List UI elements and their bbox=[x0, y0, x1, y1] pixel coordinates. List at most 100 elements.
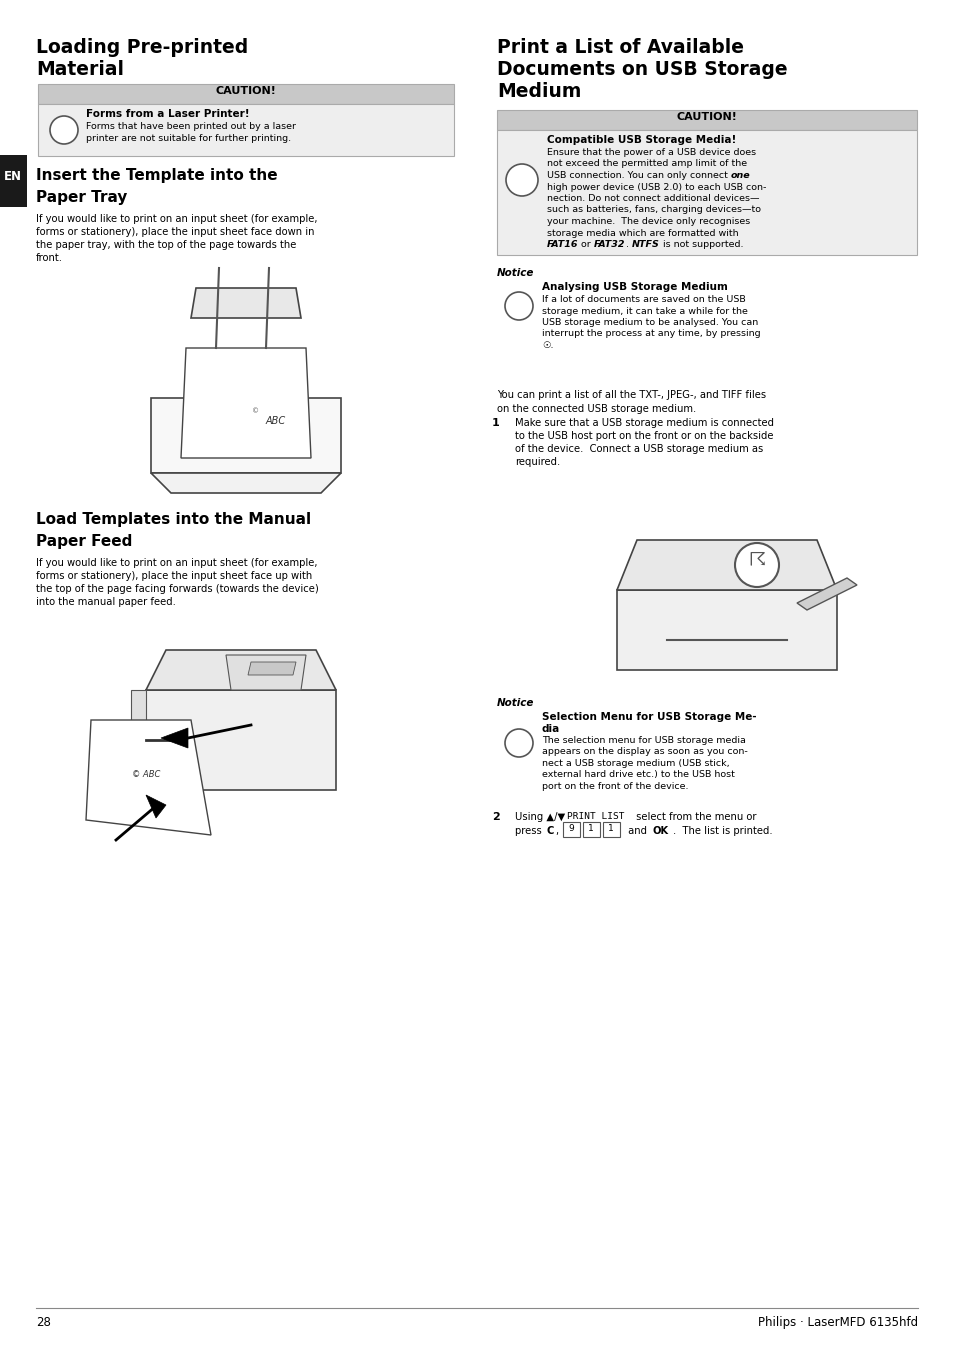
Text: 1: 1 bbox=[607, 824, 613, 833]
Bar bbox=[0, 155, 27, 207]
Text: forms or stationery), place the input sheet face down in: forms or stationery), place the input sh… bbox=[36, 227, 314, 238]
Polygon shape bbox=[248, 662, 295, 675]
Text: PRINT LIST: PRINT LIST bbox=[566, 811, 624, 821]
Text: front.: front. bbox=[36, 252, 63, 263]
Text: nection. Do not connect additional devices—: nection. Do not connect additional devic… bbox=[546, 194, 759, 202]
Polygon shape bbox=[151, 472, 340, 493]
Bar bbox=[497, 130, 916, 255]
Text: 1: 1 bbox=[492, 418, 499, 428]
Text: Loading Pre-printed: Loading Pre-printed bbox=[36, 38, 248, 57]
Text: Notice: Notice bbox=[497, 269, 534, 278]
Text: USB connection. You can only connect: USB connection. You can only connect bbox=[546, 171, 730, 180]
Text: ☈: ☈ bbox=[747, 549, 765, 568]
Text: You can print a list of all the TXT-, JPEG-, and TIFF files: You can print a list of all the TXT-, JP… bbox=[497, 390, 765, 400]
Text: Forms that have been printed out by a laser: Forms that have been printed out by a la… bbox=[86, 122, 295, 131]
Text: ©: © bbox=[253, 408, 259, 414]
Bar bbox=[38, 104, 454, 157]
Text: FAT16: FAT16 bbox=[546, 240, 578, 248]
Text: © ABC: © ABC bbox=[132, 769, 160, 779]
Text: to the USB host port on the front or on the backside: to the USB host port on the front or on … bbox=[515, 431, 773, 441]
Polygon shape bbox=[131, 690, 146, 790]
Text: and: and bbox=[624, 826, 649, 836]
Text: 9: 9 bbox=[568, 824, 574, 833]
Text: dia: dia bbox=[541, 724, 559, 734]
Text: Forms from a Laser Printer!: Forms from a Laser Printer! bbox=[86, 109, 250, 119]
Text: CAUTION!: CAUTION! bbox=[215, 86, 276, 96]
Polygon shape bbox=[86, 720, 211, 836]
Polygon shape bbox=[796, 578, 856, 610]
Text: storage medium, it can take a while for the: storage medium, it can take a while for … bbox=[541, 306, 747, 316]
Text: C: C bbox=[546, 826, 554, 836]
Polygon shape bbox=[146, 690, 335, 790]
Text: CAUTION!: CAUTION! bbox=[676, 112, 737, 122]
Text: .  The list is printed.: . The list is printed. bbox=[672, 826, 772, 836]
Text: forms or stationery), place the input sheet face up with: forms or stationery), place the input sh… bbox=[36, 571, 312, 580]
Text: such as batteries, fans, charging devices—to: such as batteries, fans, charging device… bbox=[546, 205, 760, 215]
Text: 1: 1 bbox=[587, 824, 594, 833]
Text: not exceed the permitted amp limit of the: not exceed the permitted amp limit of th… bbox=[546, 159, 746, 169]
Text: Insert the Template into the: Insert the Template into the bbox=[36, 167, 277, 184]
Text: required.: required. bbox=[515, 458, 559, 467]
Circle shape bbox=[50, 116, 78, 144]
Text: Paper Tray: Paper Tray bbox=[36, 190, 128, 205]
Text: one: one bbox=[730, 171, 750, 180]
Text: ,: , bbox=[555, 826, 558, 836]
Text: !: ! bbox=[61, 123, 67, 136]
Text: is not supported.: is not supported. bbox=[659, 240, 742, 248]
Polygon shape bbox=[146, 795, 166, 818]
Text: port on the front of the device.: port on the front of the device. bbox=[541, 782, 688, 791]
Text: .: . bbox=[625, 240, 631, 248]
Text: If you would like to print on an input sheet (for example,: If you would like to print on an input s… bbox=[36, 558, 317, 568]
Text: into the manual paper feed.: into the manual paper feed. bbox=[36, 597, 175, 608]
Text: Make sure that a USB storage medium is connected: Make sure that a USB storage medium is c… bbox=[515, 418, 773, 428]
Polygon shape bbox=[617, 590, 836, 670]
Bar bbox=[497, 109, 916, 130]
Text: NTFS: NTFS bbox=[631, 240, 659, 248]
Text: i: i bbox=[517, 296, 521, 310]
Text: Print a List of Available: Print a List of Available bbox=[497, 38, 743, 57]
Text: If you would like to print on an input sheet (for example,: If you would like to print on an input s… bbox=[36, 215, 317, 224]
Text: of the device.  Connect a USB storage medium as: of the device. Connect a USB storage med… bbox=[515, 444, 762, 454]
Text: Analysing USB Storage Medium: Analysing USB Storage Medium bbox=[541, 282, 727, 292]
Polygon shape bbox=[226, 655, 306, 690]
Text: FAT32: FAT32 bbox=[594, 240, 625, 248]
Polygon shape bbox=[181, 348, 311, 458]
Bar bbox=[38, 84, 454, 104]
Text: USB storage medium to be analysed. You can: USB storage medium to be analysed. You c… bbox=[541, 319, 758, 327]
Text: !: ! bbox=[518, 170, 525, 185]
Text: i: i bbox=[517, 733, 521, 747]
Polygon shape bbox=[146, 649, 335, 690]
Text: Ensure that the power of a USB device does: Ensure that the power of a USB device do… bbox=[546, 148, 756, 157]
Bar bbox=[562, 822, 579, 837]
Text: or: or bbox=[578, 240, 594, 248]
Circle shape bbox=[505, 163, 537, 196]
Text: nect a USB storage medium (USB stick,: nect a USB storage medium (USB stick, bbox=[541, 759, 729, 768]
Text: Compatible USB Storage Media!: Compatible USB Storage Media! bbox=[546, 135, 736, 144]
Text: ☉.: ☉. bbox=[541, 342, 553, 350]
Polygon shape bbox=[161, 728, 188, 748]
Text: ABC: ABC bbox=[266, 416, 286, 427]
Polygon shape bbox=[617, 540, 836, 590]
Text: high power device (USB 2.0) to each USB con-: high power device (USB 2.0) to each USB … bbox=[546, 182, 765, 192]
Text: OK: OK bbox=[652, 826, 668, 836]
Text: the paper tray, with the top of the page towards the: the paper tray, with the top of the page… bbox=[36, 240, 296, 250]
Text: Load Templates into the Manual: Load Templates into the Manual bbox=[36, 512, 311, 526]
Text: The selection menu for USB storage media: The selection menu for USB storage media bbox=[541, 736, 745, 745]
Text: external hard drive etc.) to the USB host: external hard drive etc.) to the USB hos… bbox=[541, 771, 734, 779]
Text: press: press bbox=[515, 826, 544, 836]
Text: storage media which are formatted with: storage media which are formatted with bbox=[546, 228, 738, 238]
Text: 28: 28 bbox=[36, 1316, 51, 1328]
Text: on the connected USB storage medium.: on the connected USB storage medium. bbox=[497, 404, 696, 414]
Text: Paper Feed: Paper Feed bbox=[36, 535, 132, 549]
Text: Documents on USB Storage: Documents on USB Storage bbox=[497, 59, 787, 80]
Text: Using ▲/▼: Using ▲/▼ bbox=[515, 811, 565, 822]
Circle shape bbox=[734, 543, 779, 587]
Text: interrupt the process at any time, by pressing: interrupt the process at any time, by pr… bbox=[541, 329, 760, 339]
Text: Medium: Medium bbox=[497, 82, 580, 101]
Text: Notice: Notice bbox=[497, 698, 534, 707]
Text: printer are not suitable for further printing.: printer are not suitable for further pri… bbox=[86, 134, 291, 143]
Bar bbox=[602, 822, 619, 837]
Text: EN: EN bbox=[4, 170, 22, 182]
Text: Material: Material bbox=[36, 59, 124, 80]
Text: Philips · LaserMFD 6135hfd: Philips · LaserMFD 6135hfd bbox=[757, 1316, 917, 1328]
